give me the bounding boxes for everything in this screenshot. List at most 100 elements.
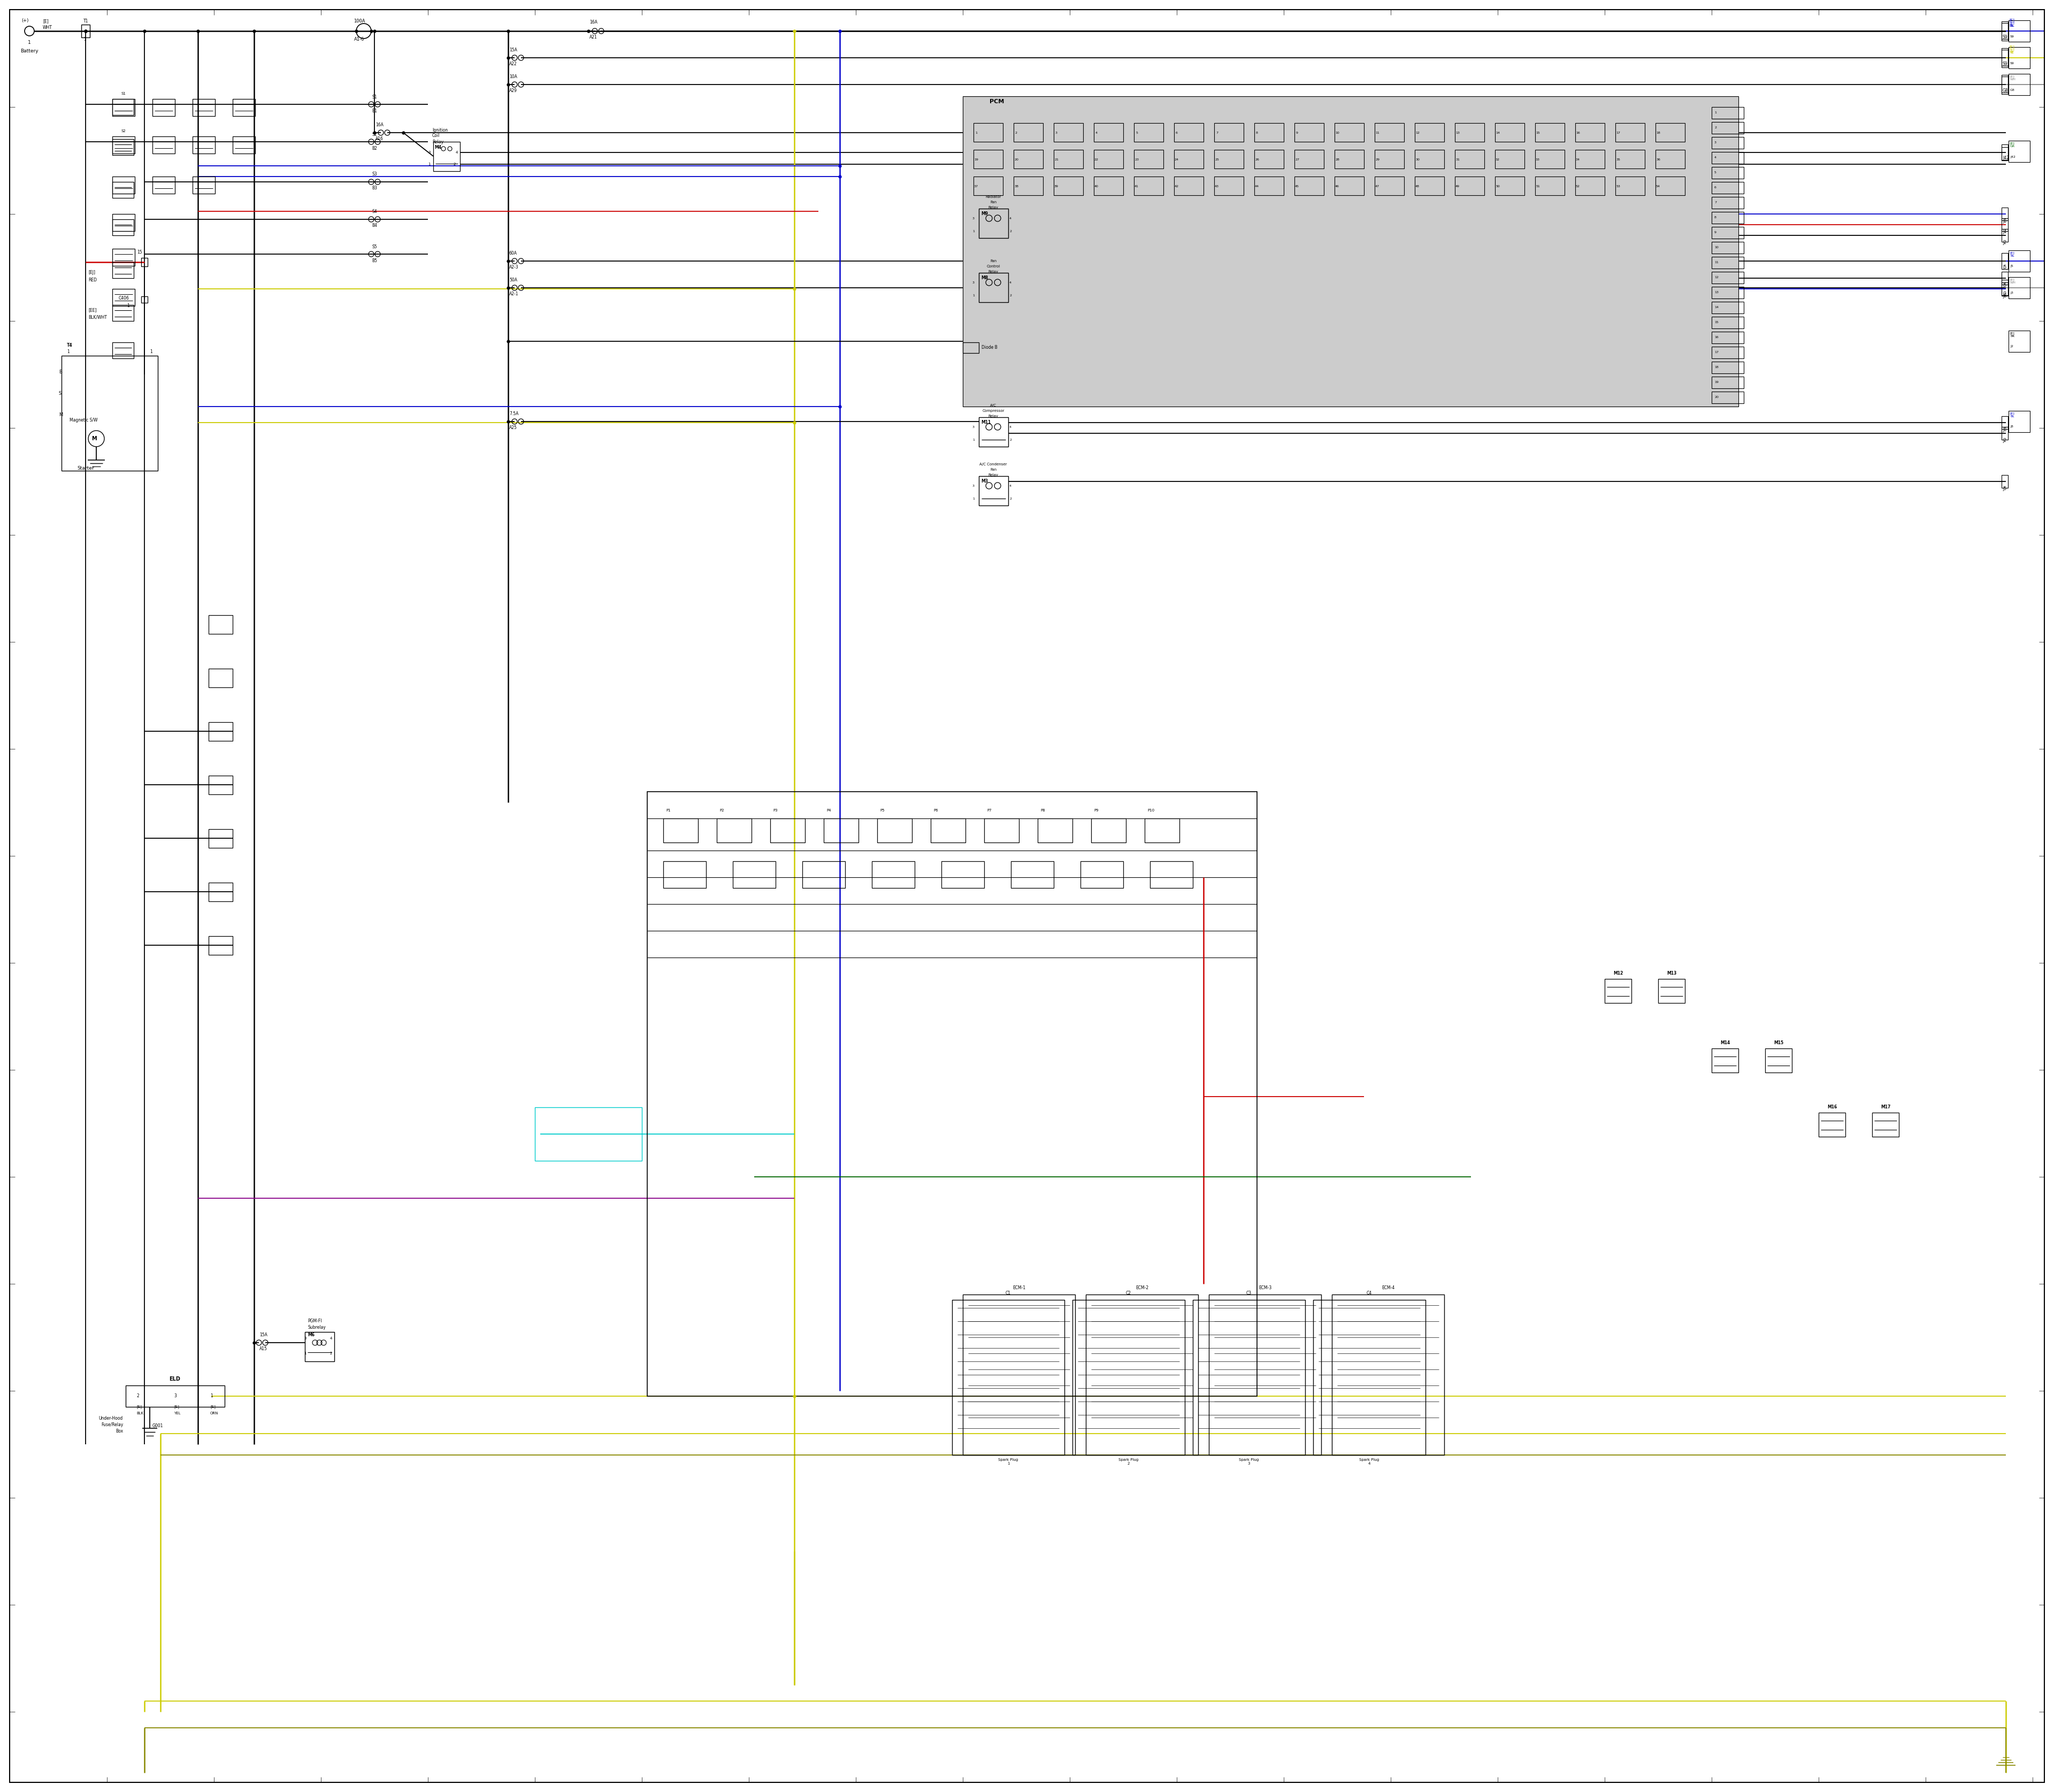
Bar [2001, 272, 2009, 285]
Text: P8: P8 [1041, 808, 1045, 812]
Bar [1210, 1294, 1321, 1455]
Bar [193, 177, 216, 194]
Bar [113, 177, 136, 194]
Text: M14: M14 [1719, 1041, 1729, 1045]
Text: 4: 4 [1009, 425, 1011, 428]
Bar [1818, 1113, 1844, 1136]
Text: Relay: Relay [988, 206, 998, 210]
Bar [974, 177, 1002, 195]
Bar [1711, 211, 1744, 224]
Bar [2001, 48, 2009, 68]
Bar [717, 819, 752, 842]
Text: 15A: 15A [509, 48, 518, 52]
Bar [930, 819, 965, 842]
Bar [1013, 124, 1043, 142]
Text: 18: 18 [1656, 131, 1660, 134]
Bar [1495, 124, 1524, 142]
Text: P7: P7 [986, 808, 992, 812]
Text: 1: 1 [84, 36, 86, 41]
Bar [1575, 177, 1604, 195]
Text: Ignition: Ignition [431, 127, 448, 133]
Text: J6: J6 [2003, 294, 2007, 299]
Bar [1175, 151, 1204, 168]
Bar [1495, 177, 1524, 195]
Bar [2009, 73, 2029, 95]
Text: C4: C4 [1366, 1290, 1372, 1296]
Bar [1711, 332, 1744, 344]
Text: ELD: ELD [168, 1376, 181, 1382]
Bar [1072, 1299, 1185, 1455]
Text: 24: 24 [1175, 158, 1179, 161]
Text: 36: 36 [1656, 158, 1660, 161]
Text: G001: G001 [152, 1423, 164, 1428]
Bar [1764, 1048, 1791, 1073]
Text: J8: J8 [2003, 428, 2007, 432]
Text: C1: C1 [1006, 1290, 1011, 1296]
Text: 15: 15 [1715, 321, 1719, 324]
Text: Under-Hood: Under-Hood [99, 1416, 123, 1421]
Text: 1: 1 [972, 294, 974, 297]
Text: YEL: YEL [175, 1412, 181, 1416]
Bar [113, 262, 134, 278]
Bar [980, 272, 1009, 303]
Text: A/C Condenser: A/C Condenser [980, 462, 1006, 466]
Text: 3: 3 [972, 281, 974, 283]
Text: 38: 38 [1015, 185, 1019, 188]
Bar [1294, 124, 1325, 142]
Text: 3: 3 [1056, 131, 1058, 134]
Text: M15: M15 [1775, 1041, 1783, 1045]
Bar [1175, 177, 1204, 195]
Text: 2: 2 [454, 163, 456, 167]
Bar [2001, 208, 2009, 220]
Text: J8: J8 [2011, 425, 2013, 428]
Text: 35: 35 [1616, 158, 1621, 161]
Bar [1711, 392, 1744, 403]
Bar [803, 862, 844, 889]
Bar [1255, 177, 1284, 195]
Bar [1087, 1294, 1197, 1455]
Text: 100A: 100A [353, 20, 366, 23]
Text: A2-3: A2-3 [509, 265, 520, 271]
Bar [1604, 978, 1631, 1004]
Text: 42: 42 [1175, 185, 1179, 188]
Text: J42: J42 [2011, 156, 2015, 158]
Text: [E]: [E] [2009, 45, 2015, 48]
Bar [125, 1385, 224, 1407]
Text: 5: 5 [1136, 131, 1138, 134]
Bar [1175, 124, 1204, 142]
Text: J2: J2 [2003, 439, 2007, 443]
Text: 20: 20 [1715, 396, 1719, 400]
Text: 34: 34 [1575, 158, 1580, 161]
Text: A29: A29 [509, 88, 518, 93]
Bar [974, 151, 1002, 168]
Bar [1454, 151, 1485, 168]
Bar [1054, 124, 1082, 142]
Bar [1575, 151, 1604, 168]
Bar [1331, 1294, 1444, 1455]
Text: P4: P4 [826, 808, 832, 812]
Text: P5: P5 [879, 808, 885, 812]
Bar [984, 819, 1019, 842]
Text: 2: 2 [1009, 294, 1011, 297]
Text: G8: G8 [2011, 88, 2015, 91]
Text: [E]
WH: [E] WH [2011, 75, 2015, 81]
Text: Diode B: Diode B [982, 346, 998, 349]
Text: B2: B2 [372, 145, 378, 151]
Bar [2009, 142, 2029, 161]
Bar [733, 862, 776, 889]
Text: 4: 4 [1009, 484, 1011, 487]
Text: 1: 1 [127, 303, 129, 308]
Text: B1: B1 [372, 108, 378, 113]
Text: Spark Plug
3: Spark Plug 3 [1239, 1459, 1259, 1464]
Bar [2001, 475, 2009, 487]
Text: PGM-FI: PGM-FI [308, 1319, 322, 1324]
Bar [1534, 151, 1565, 168]
Bar [193, 99, 216, 116]
Bar [210, 883, 232, 901]
Bar [1454, 124, 1485, 142]
Text: 14: 14 [1715, 306, 1719, 308]
Text: J5: J5 [2003, 265, 2007, 271]
Bar [1214, 124, 1243, 142]
Text: 2: 2 [1715, 127, 1717, 129]
Text: S1: S1 [372, 95, 376, 99]
